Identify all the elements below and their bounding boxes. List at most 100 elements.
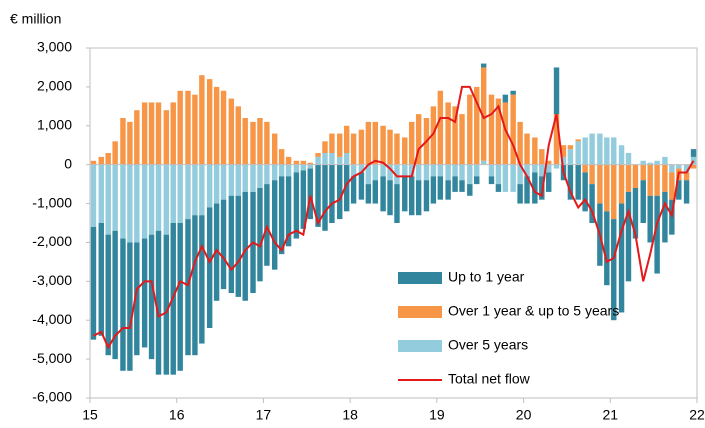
bar-segment [553, 164, 560, 169]
legend-swatch [398, 340, 442, 352]
bar-segment [532, 137, 538, 165]
bar-segment [350, 176, 357, 204]
bar-segment [589, 184, 595, 223]
bar-segment [120, 238, 126, 371]
bar-segment [315, 156, 321, 165]
bar-segment [350, 133, 357, 165]
bar-segment [278, 164, 285, 177]
legend-label: Total net flow [448, 371, 531, 387]
bar-segment [365, 164, 372, 185]
bar-segment [206, 164, 213, 208]
bar-segment [452, 106, 458, 165]
bar-segment [430, 176, 437, 204]
bar-segment [459, 114, 465, 165]
bar-segment [676, 164, 682, 169]
bar-segment [170, 164, 176, 223]
bar-segment [480, 160, 487, 165]
bar-segment [329, 153, 335, 165]
bar-segment [539, 149, 545, 165]
bar-segment [264, 121, 270, 165]
bar-segment [177, 90, 183, 165]
bar-segment [155, 230, 162, 375]
bar-segment [553, 67, 560, 115]
bar-segment [206, 79, 213, 165]
bar-segment [611, 219, 617, 321]
bar-segment [394, 164, 400, 185]
bar-segment [445, 102, 451, 165]
bar-segment [120, 118, 126, 165]
bar-segment [293, 164, 300, 173]
bar-segment [539, 164, 545, 177]
bar-segment [459, 180, 465, 192]
bar-segment [235, 195, 241, 297]
y-unit: € million [10, 11, 61, 27]
y-tick-label: -1,000 [32, 194, 72, 210]
bar-segment [127, 164, 133, 243]
bar-segment [517, 121, 523, 165]
bar-segment [546, 164, 552, 173]
bar-segment [278, 149, 285, 165]
bar-segment [589, 164, 595, 185]
bar-segment [445, 180, 451, 200]
bar-segment [452, 176, 458, 192]
bar-segment [510, 94, 516, 165]
bar-segment [141, 102, 148, 165]
bar-segment [423, 164, 430, 181]
bar-segment [285, 164, 292, 177]
bar-segment [459, 164, 465, 181]
legend-label: Up to 1 year [448, 269, 525, 285]
bar-segment [300, 170, 307, 229]
bar-segment [387, 129, 393, 165]
bar-segment [575, 139, 581, 142]
bar-segment [271, 133, 278, 165]
bar-segment [402, 164, 408, 177]
bar-segment [640, 180, 646, 223]
bar-segment [372, 180, 378, 204]
bar-segment [415, 164, 422, 181]
bar-segment [228, 98, 235, 165]
bar-segment [127, 242, 133, 371]
bar-segment [163, 110, 170, 165]
bar-segment [488, 164, 495, 177]
bar-segment [495, 164, 502, 185]
bar-segment [257, 164, 263, 188]
bar-segment [480, 67, 487, 161]
bar-segment [430, 106, 437, 165]
bar-segment [582, 137, 588, 165]
bar-segment [495, 184, 502, 192]
bar-segment [539, 176, 545, 200]
bar-segment [387, 180, 393, 216]
bar-segment [517, 184, 523, 204]
bar-segment [575, 141, 581, 165]
bar-segment [662, 164, 668, 192]
bar-segment [611, 164, 617, 220]
bar-segment [134, 242, 140, 356]
bar-segment [654, 160, 660, 165]
bar-segment [90, 164, 97, 227]
bar-segment [285, 156, 292, 165]
bar-segment [242, 191, 248, 301]
x-tick-label: 21 [602, 407, 618, 423]
bar-segment [567, 164, 574, 200]
bar-segment [604, 137, 610, 165]
bar-segment [271, 180, 278, 270]
bar-segment [350, 164, 357, 177]
bar-segment [315, 153, 321, 157]
legend-swatch [398, 306, 442, 318]
bar-segment [445, 164, 451, 181]
bar-segment [112, 141, 118, 165]
bar-segment [278, 176, 285, 255]
bar-segment [177, 164, 183, 223]
bar-segment [589, 133, 595, 165]
bar-segment [185, 90, 191, 165]
bar-segment [690, 164, 697, 169]
bar-segment [604, 211, 610, 286]
bar-segment [307, 162, 313, 165]
bar-segment [235, 164, 241, 196]
bar-segment [112, 230, 118, 360]
bar-segment [177, 223, 183, 371]
bar-segment [437, 90, 444, 165]
bar-segment [452, 164, 458, 177]
bar-segment [213, 164, 220, 204]
bar-segment [669, 172, 675, 200]
